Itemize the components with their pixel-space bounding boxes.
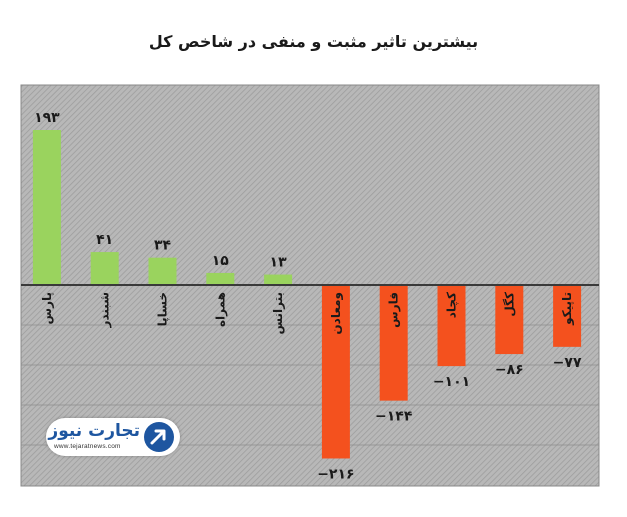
category-label: کگل <box>502 292 516 317</box>
logo-arrow-icon <box>144 422 174 452</box>
value-label: −۱۰۱ <box>433 374 470 390</box>
category-label: همراه <box>213 292 227 327</box>
category-label: تاپیکو <box>560 292 575 326</box>
bar-9 <box>495 285 524 355</box>
category-label: بترانس <box>271 292 285 334</box>
value-label: −۸۶ <box>495 362 524 378</box>
bar-1 <box>32 130 61 285</box>
category-label: پارس <box>40 292 54 324</box>
bar-4 <box>206 272 235 285</box>
category-label: ومعادن <box>329 292 344 335</box>
value-label: ۳۴ <box>154 238 172 254</box>
value-label: −۲۱۶ <box>317 466 354 482</box>
value-label: ۱۳ <box>270 255 288 271</box>
chart-title: بیشترین تاثیر مثبت و منفی در شاخص کل <box>148 32 479 51</box>
bar-6 <box>321 285 350 459</box>
bar-2 <box>90 252 119 285</box>
bar-10 <box>553 285 582 347</box>
labels: ۱۹۳ پارس ۴۱ شبندر ۳۴ خساپا ۱۵ همراه ۱۳ بترانس −۲۱۶… <box>34 110 582 482</box>
value-label: −۱۴۴ <box>375 409 413 425</box>
value-label: −۷۷ <box>553 355 582 371</box>
logo-name: تجارت نیوز <box>48 421 140 441</box>
value-label: ۱۵ <box>212 253 230 269</box>
value-label: ۱۹۳ <box>34 110 60 126</box>
bar-8 <box>437 285 466 367</box>
category-label: شبندر <box>98 292 112 328</box>
logo-url: www.tejaratnews.com <box>54 443 121 450</box>
bars <box>32 130 582 459</box>
bar-5 <box>264 274 293 285</box>
category-label: خساپا <box>156 292 170 326</box>
category-label: کچاد <box>445 292 459 318</box>
tejaratnews-logo: تجارت نیوز www.tejaratnews.com <box>46 418 180 456</box>
value-label: ۴۱ <box>96 232 113 248</box>
bar-7 <box>379 285 408 401</box>
category-label: فارس <box>387 292 401 328</box>
bar-3 <box>148 257 177 285</box>
